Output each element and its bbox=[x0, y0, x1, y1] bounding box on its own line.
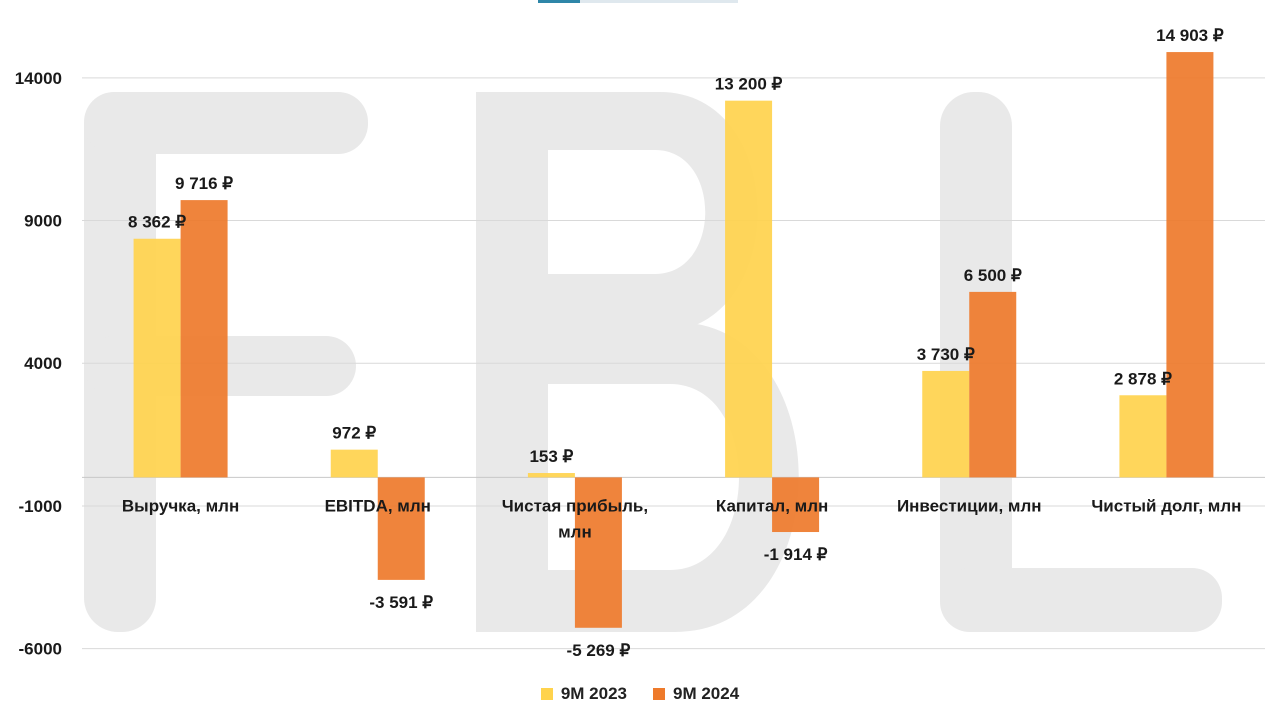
bar-2024-4 bbox=[969, 291, 1017, 478]
bar-2024-1 bbox=[377, 477, 425, 580]
bar-2023-1 bbox=[330, 449, 378, 478]
data-label-2024-4: 6 500 ₽ bbox=[964, 266, 1022, 285]
data-label-2023-1: 972 ₽ bbox=[332, 424, 376, 443]
legend-swatch-2024 bbox=[653, 688, 665, 700]
category-label-2: млн bbox=[558, 522, 592, 541]
data-label-2024-5: 14 903 ₽ bbox=[1156, 26, 1224, 45]
watermark-logo bbox=[84, 92, 1222, 632]
legend-label-2024: 9M 2024 bbox=[673, 684, 740, 703]
y-tick-label: 14000 bbox=[15, 69, 62, 88]
y-tick-label: -6000 bbox=[19, 640, 62, 659]
bar-2024-3 bbox=[772, 477, 820, 533]
data-labels: 8 362 ₽ 9 716 ₽ 972 ₽ -3 591 ₽ 153 ₽ -5 269 ₽… bbox=[128, 26, 1224, 660]
data-label-2024-2: -5 269 ₽ bbox=[567, 641, 631, 660]
data-label-2024-1: -3 591 ₽ bbox=[369, 593, 433, 612]
x-axis-categories: Выручка, млн EBITDA, млн Чистая прибыль, мл… bbox=[122, 496, 1242, 541]
category-label-3: Капитал, млн bbox=[716, 496, 828, 515]
data-label-2023-2: 153 ₽ bbox=[529, 447, 573, 466]
legend-item-9m-2023: 9M 2023 bbox=[540, 684, 627, 704]
bar-2024-5 bbox=[1166, 52, 1214, 478]
bars bbox=[133, 52, 1214, 628]
category-label-4: Инвестиции, млн bbox=[897, 496, 1042, 515]
y-tick-label: 9000 bbox=[24, 212, 62, 231]
data-label-2024-0: 9 716 ₽ bbox=[175, 174, 233, 193]
category-label-5: Чистый долг, млн bbox=[1091, 496, 1241, 515]
bar-2023-4 bbox=[922, 370, 970, 478]
bar-2023-3 bbox=[725, 100, 773, 478]
legend: 9M 2023 9M 2024 bbox=[0, 682, 1280, 706]
bar-2023-0 bbox=[133, 238, 181, 478]
bar-2023-5 bbox=[1119, 395, 1167, 478]
y-tick-label: -1000 bbox=[19, 497, 62, 516]
legend-swatch-2023 bbox=[540, 688, 553, 700]
data-label-2023-3: 13 200 ₽ bbox=[715, 75, 783, 94]
legend-item-9m-2024: 9M 2024 bbox=[653, 684, 739, 704]
category-label-2: Чистая прибыль, bbox=[502, 496, 648, 515]
legend-label-2023: 9M 2023 bbox=[560, 684, 627, 703]
data-label-2024-3: -1 914 ₽ bbox=[764, 545, 828, 564]
bar-2023-2 bbox=[527, 473, 575, 478]
gridlines bbox=[82, 77, 1265, 650]
y-tick-label: 4000 bbox=[24, 354, 62, 373]
category-label-1: EBITDA, млн bbox=[325, 496, 431, 515]
bar-2024-2 bbox=[574, 477, 622, 628]
data-label-2023-5: 2 878 ₽ bbox=[1114, 369, 1172, 388]
data-label-2023-4: 3 730 ₽ bbox=[917, 345, 975, 364]
category-label-0: Выручка, млн bbox=[122, 496, 239, 515]
bar-2024-0 bbox=[180, 200, 228, 478]
data-label-2023-0: 8 362 ₽ bbox=[128, 213, 186, 232]
y-axis: 14000 9000 4000 -1000 -6000 bbox=[15, 69, 62, 659]
top-accent-bar bbox=[538, 0, 738, 3]
